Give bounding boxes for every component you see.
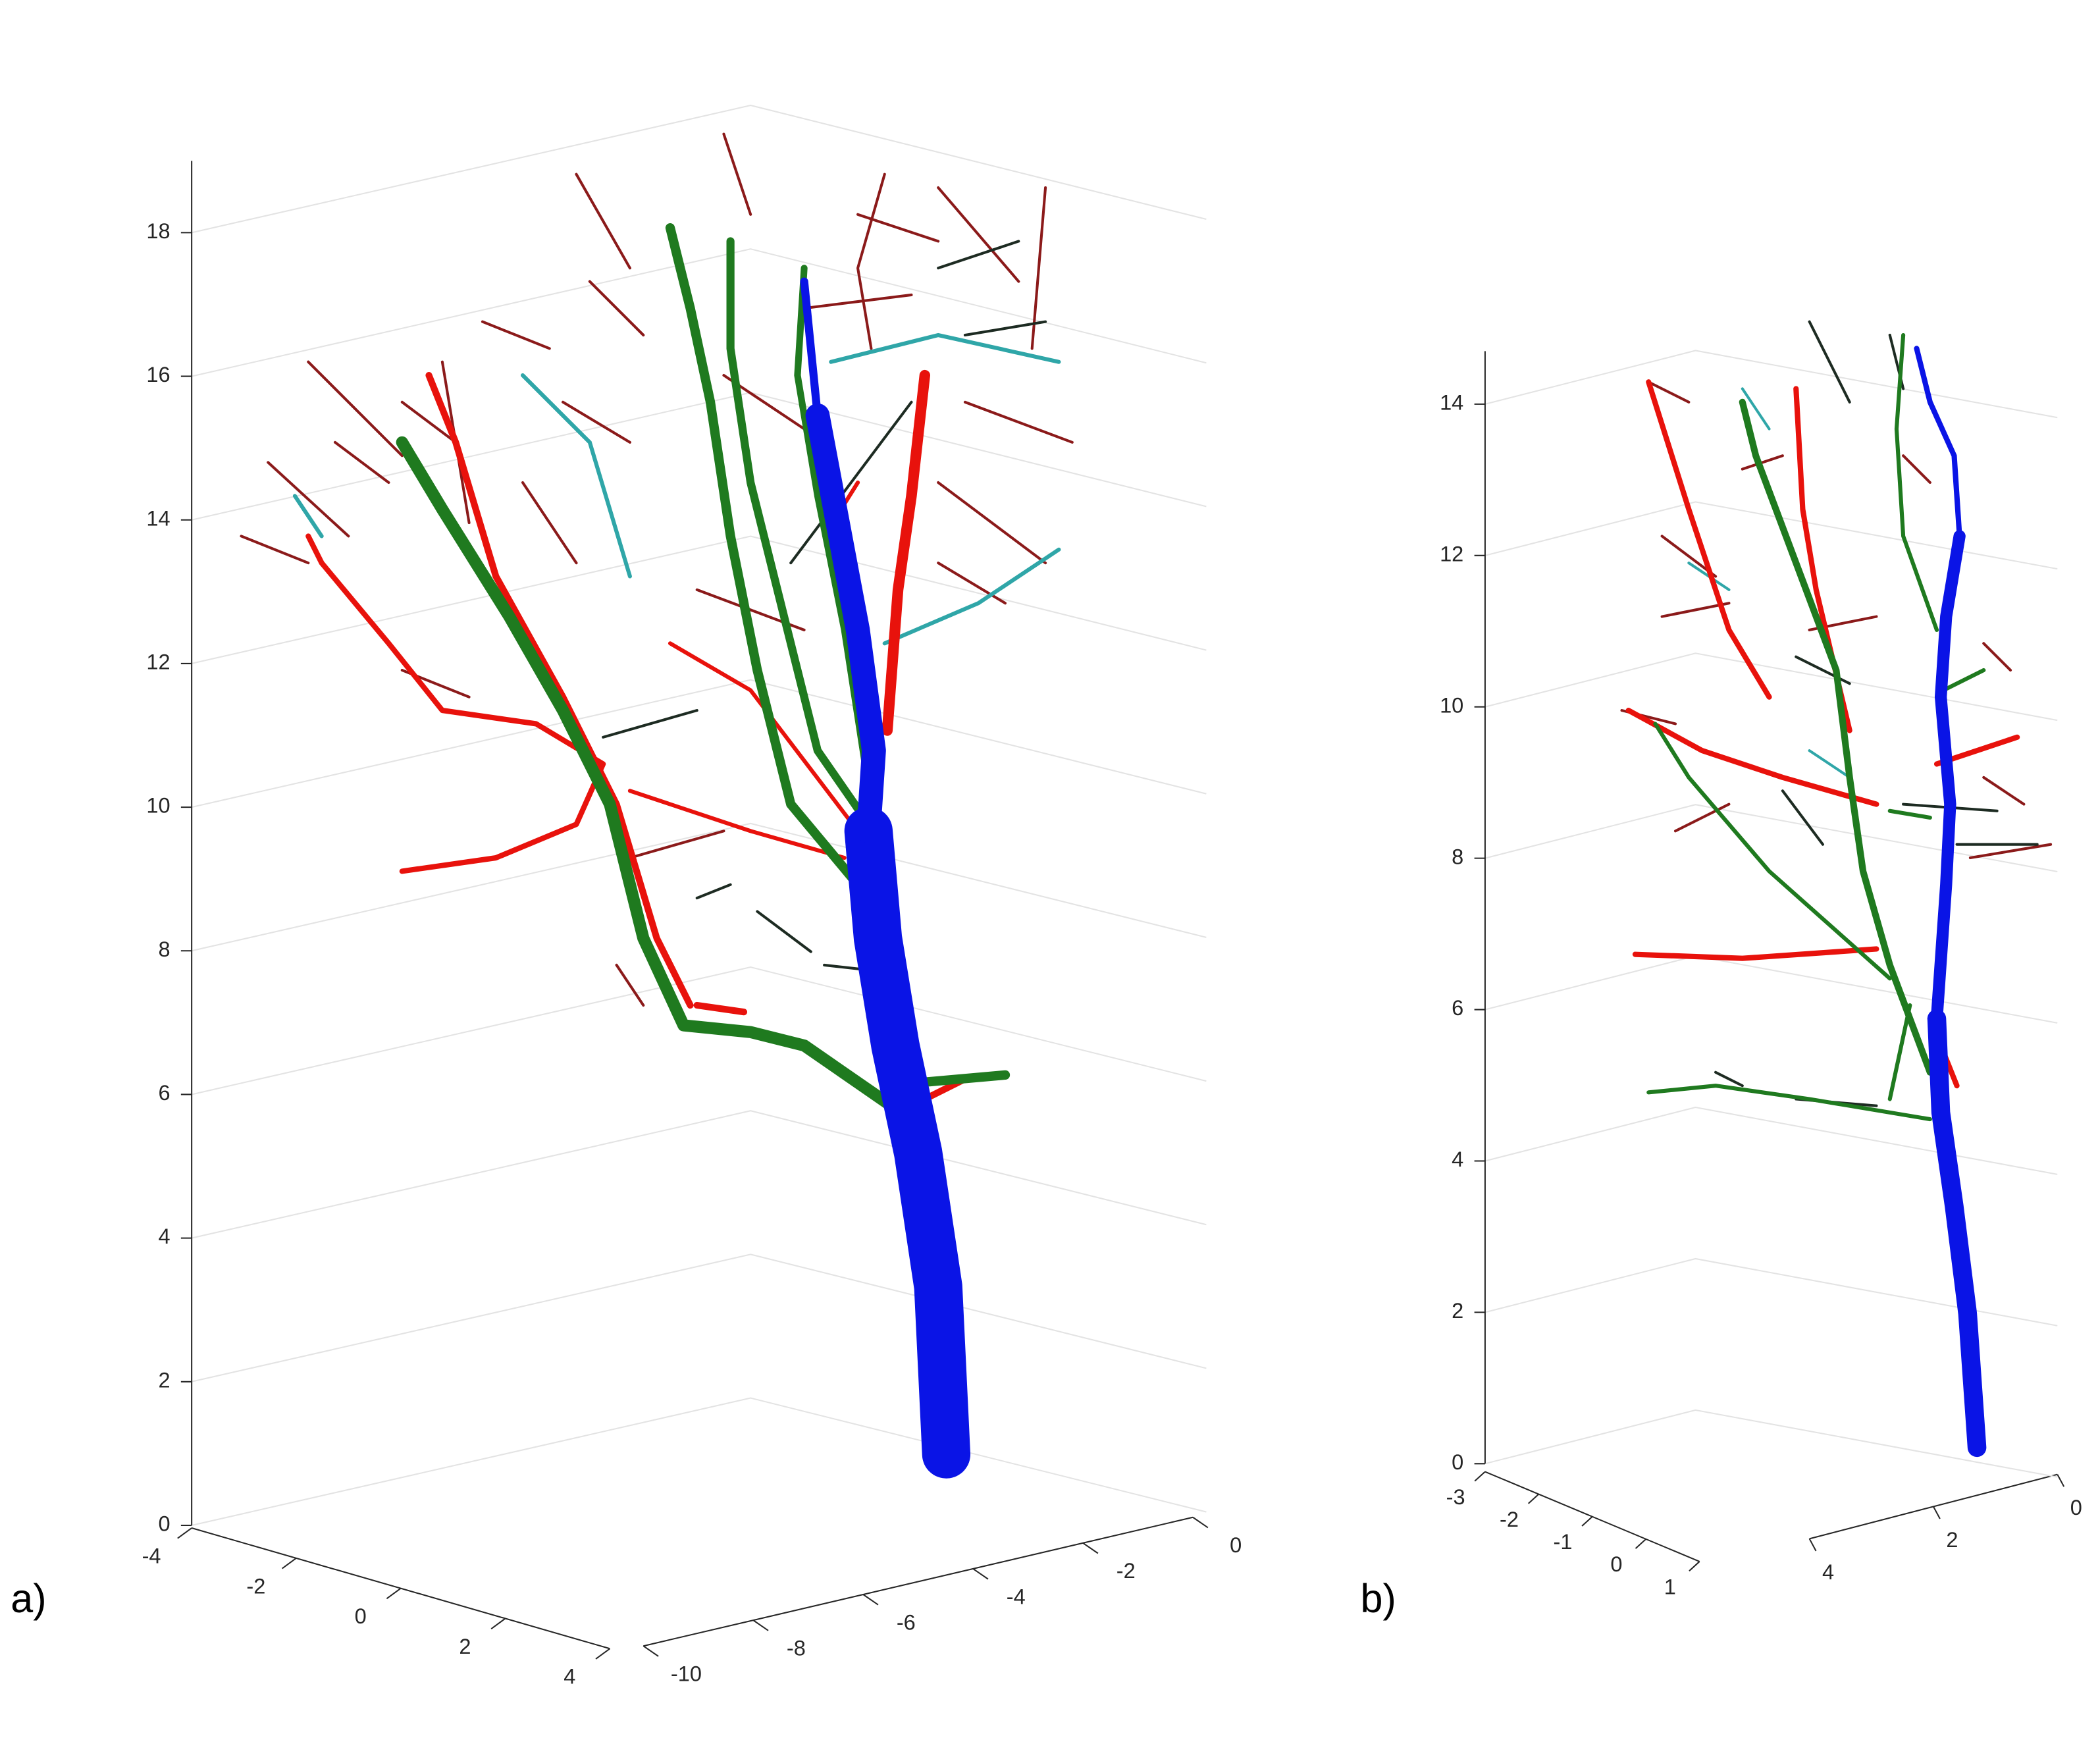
tick-mark	[1192, 1516, 1209, 1529]
tick-mark	[386, 1587, 402, 1600]
y-tick-label: -4	[1007, 1585, 1026, 1608]
x-axis	[191, 1527, 610, 1650]
y-axis	[643, 1516, 1194, 1647]
tick-mark	[1474, 1471, 1486, 1482]
x-tick-label: -3	[1446, 1485, 1465, 1509]
y-tick-label: 0	[1230, 1533, 1242, 1557]
z-tick-label: 8	[158, 937, 170, 961]
y-axis	[1809, 1473, 2058, 1540]
grid-line	[191, 966, 1207, 1095]
tick-mark	[1527, 1493, 1540, 1504]
x-axis	[1484, 1471, 1700, 1562]
tick-mark	[1689, 1561, 1700, 1571]
x-tick-label: -2	[1500, 1508, 1519, 1531]
tick-mark	[490, 1618, 506, 1629]
tick-mark	[752, 1620, 769, 1631]
grid-line	[1484, 804, 2058, 873]
z-tick-label: 2	[158, 1368, 170, 1392]
grid-line	[1484, 350, 2058, 419]
grid-line	[191, 1110, 1207, 1239]
x-tick-label: 1	[1664, 1575, 1676, 1598]
tick-mark	[972, 1568, 989, 1580]
tick-mark	[177, 1527, 192, 1539]
tick-mark	[1635, 1539, 1646, 1549]
grid-line	[191, 822, 1207, 952]
tick-mark	[1808, 1538, 1817, 1552]
y-tick-label: -2	[1116, 1559, 1136, 1583]
tick-mark	[1082, 1542, 1099, 1554]
grid-line	[1484, 501, 2058, 570]
z-tick-label: 10	[146, 794, 170, 818]
x-tick-label: -1	[1553, 1530, 1572, 1554]
z-tick-label: 0	[158, 1512, 170, 1536]
tick-mark	[2057, 1474, 2065, 1487]
grid-line	[1484, 1106, 2058, 1175]
figure-content: 02410-1-2-3141210864200-2-4-6-8-10420-2-…	[11, 104, 2082, 1689]
x-tick-label: 4	[564, 1665, 575, 1689]
z-tick-label: 0	[1452, 1450, 1463, 1474]
x-tick-label: -2	[246, 1574, 265, 1598]
y-tick-label: -10	[671, 1662, 702, 1686]
grid-line	[191, 535, 1207, 664]
grid-line	[1484, 1409, 2058, 1478]
grid-line	[191, 392, 1207, 521]
grid-line	[191, 104, 1207, 234]
z-tick-label: 16	[146, 363, 170, 386]
x-tick-label: 0	[355, 1604, 367, 1628]
y-tick-label: 0	[2070, 1496, 2082, 1519]
y-tick-label: 4	[1822, 1560, 1834, 1584]
y-tick-label: -8	[787, 1637, 806, 1660]
z-tick-label: 14	[1440, 391, 1463, 415]
tree-a	[240, 132, 1074, 1479]
y-tick-label: -6	[897, 1610, 916, 1634]
grid-line	[191, 1253, 1207, 1382]
tree-b	[1620, 320, 2053, 1458]
panel-label: b)	[1361, 1576, 1396, 1621]
z-tick-label: 10	[1440, 693, 1463, 717]
grid-line	[191, 679, 1207, 808]
tick-mark	[1933, 1506, 1941, 1519]
z-tick-label: 18	[146, 219, 170, 243]
z-tick-label: 14	[146, 506, 170, 530]
z-tick-label: 2	[1452, 1299, 1463, 1323]
x-tick-label: 0	[1610, 1552, 1622, 1576]
tick-mark	[281, 1558, 297, 1569]
z-tick-label: 8	[1452, 845, 1463, 868]
z-tick-label: 4	[1452, 1147, 1463, 1171]
z-tick-label: 12	[1440, 542, 1463, 566]
grid-line	[191, 248, 1207, 377]
z-tick-label: 4	[158, 1224, 170, 1248]
x-tick-label: 2	[459, 1635, 471, 1658]
tick-mark	[1581, 1515, 1593, 1527]
grid-line	[1484, 1257, 2058, 1327]
grid-line	[191, 1397, 1207, 1526]
tick-mark	[595, 1648, 610, 1660]
x-tick-label: -4	[142, 1544, 161, 1567]
grid-line	[1484, 955, 2058, 1024]
panel-label: a)	[11, 1576, 46, 1621]
z-tick-label: 12	[146, 650, 170, 674]
y-tick-label: 2	[1946, 1528, 1958, 1552]
tick-mark	[862, 1594, 879, 1606]
z-tick-label: 6	[158, 1081, 170, 1105]
grid-line	[1484, 652, 2058, 722]
z-tick-label: 6	[1452, 996, 1463, 1020]
tick-mark	[643, 1645, 659, 1657]
